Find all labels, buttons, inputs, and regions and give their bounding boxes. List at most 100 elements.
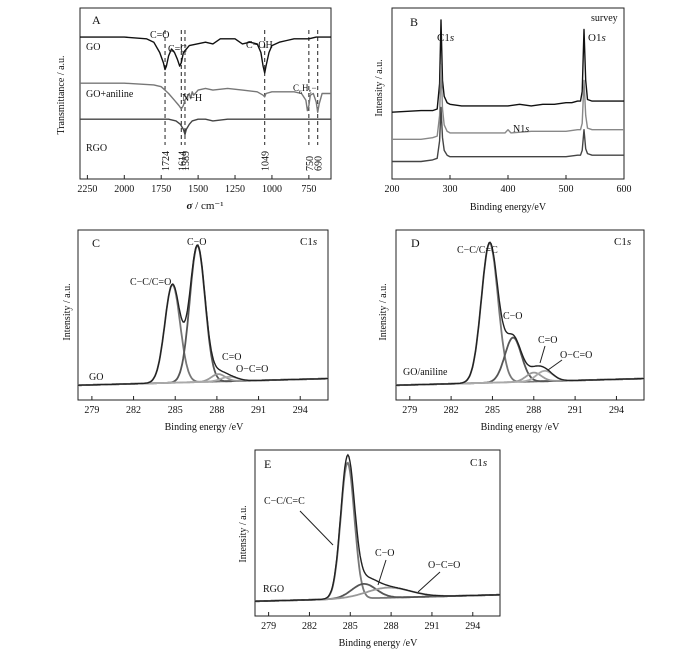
panel-e-ylabel: Intensity / a.u. (238, 505, 249, 562)
x-tick-label: 1750 (151, 184, 171, 195)
panel-b-label: B (410, 15, 418, 29)
envelope-curve (254, 453, 500, 602)
envelope-curve (395, 241, 644, 386)
annotation-phenyl: C6H5− (293, 83, 317, 96)
x-tick-label: 294 (293, 405, 308, 416)
fit-peak-curve (395, 336, 644, 387)
annotation-phenyl-dash: − (312, 83, 317, 93)
annotation-n-h: N−H (182, 93, 202, 104)
panel-e: E Intensity / a.u. Binding energy /eV C1… (238, 449, 501, 649)
panel-e-arrow-co (377, 559, 387, 586)
panel-e-xticks: 279 282 285 288 291 294 (261, 612, 480, 632)
panel-e-frame (254, 449, 501, 617)
xps-survey-curve-1 (392, 63, 624, 141)
annotation-phenyl-h: H (302, 83, 309, 93)
panel-d-peak-c-double-o: C=O (538, 335, 558, 346)
fit-peak-curve (254, 586, 500, 603)
annotation-c-oh: C−OH (246, 40, 273, 51)
panel-b-xlabel: Binding energy/eV (470, 202, 547, 213)
envelope-curve (77, 244, 328, 386)
x-tick-label: 288 (209, 405, 224, 416)
panel-e-arrow-ocdo (417, 571, 441, 593)
x-tick-label: 279 (261, 621, 276, 632)
x-tick-label: 279 (402, 405, 417, 416)
panel-e-peak-co: C−O (375, 548, 395, 559)
panel-e-xlabel: Binding energy /eV (339, 638, 418, 649)
panel-c-xticks: 279 282 285 288 291 294 (84, 396, 308, 416)
panel-d: D Intensity / a.u. Binding energy /eV C1… (378, 229, 645, 433)
panel-a-ylabel: Transmittance / a.u. (56, 55, 67, 134)
annotation-phenyl-5: 5 (309, 90, 312, 96)
x-tick-label: 1500 (188, 184, 208, 195)
panel-d-xlabel: Binding energy /eV (481, 422, 560, 433)
x-tick-label: 750 (301, 184, 316, 195)
xps-survey-curve-2 (392, 106, 624, 163)
panel-d-ylabel: Intensity / a.u. (378, 283, 389, 340)
panel-d-c1s-s: s (627, 236, 631, 248)
peak-marker-label: 1614 (177, 151, 188, 171)
panel-c-peak-co: C−O (187, 237, 207, 248)
label-n1s-main: N1 (513, 124, 525, 135)
panel-c-peak-cc: C−C/C=O (130, 277, 171, 288)
x-tick-label: 400 (501, 184, 516, 195)
ftir-curve-1 (80, 82, 331, 114)
label-n1s: N1s (513, 124, 529, 135)
panel-c-ylabel: Intensity / a.u. (62, 283, 73, 340)
panel-e-curves (254, 453, 500, 603)
annotation-phenyl-c: C (293, 83, 299, 93)
peak-marker-label: 690 (314, 156, 325, 171)
x-tick-label: 291 (424, 621, 439, 632)
x-tick-label: 282 (302, 621, 317, 632)
x-tick-label: 1000 (262, 184, 282, 195)
panel-a: A Transmittance / a.u. σ / cm⁻¹ 2250 2000… (56, 7, 332, 212)
panel-e-c1s-s: s (483, 457, 487, 469)
panel-e-arrow-cc (299, 510, 334, 546)
panel-a-xlabel-symbol: σ (186, 200, 193, 212)
peak-marker-label: 1589 (181, 151, 192, 171)
panel-c-c1s-s: s (313, 236, 317, 248)
x-tick-label: 285 (343, 621, 358, 632)
panel-e-label: E (264, 457, 271, 471)
ftir-curve-0 (80, 36, 331, 74)
x-tick-label: 600 (617, 184, 632, 195)
ftir-curve-2 (80, 118, 331, 136)
x-tick-label: 285 (168, 405, 183, 416)
xps-survey-curve-0 (391, 19, 624, 113)
label-survey: survey (591, 13, 618, 24)
x-tick-label: 2250 (77, 184, 97, 195)
panel-e-c1s: C1s (470, 457, 487, 469)
peak-marker-label: 750 (305, 156, 316, 171)
x-tick-label: 282 (126, 405, 141, 416)
panel-a-label: A (92, 13, 101, 27)
annotation-c-double-o: C=O (150, 30, 170, 41)
panel-c-xlabel: Binding energy /eV (165, 422, 244, 433)
series-label-go: GO (86, 42, 100, 53)
panel-c: C Intensity / a.u. Binding energy /eV C1… (62, 229, 329, 433)
x-tick-label: 294 (465, 621, 480, 632)
panel-d-arrow-ocdo (547, 359, 563, 371)
panel-d-sample: GO/aniline (403, 367, 448, 378)
panel-c-peak-c-double-o: C=O (222, 352, 242, 363)
panel-b-xticks: 200 300 400 500 600 (385, 175, 632, 195)
label-c1s-main: C1 (437, 32, 450, 44)
x-tick-label: 1250 (225, 184, 245, 195)
panel-c-label: C (92, 236, 100, 250)
label-c1s-s: s (450, 32, 454, 44)
fit-peak-curve (77, 244, 328, 387)
x-tick-label: 288 (384, 621, 399, 632)
annotation-c-double-c: C=C (168, 44, 187, 55)
panel-d-arrow-c-double-o (539, 345, 546, 364)
panel-a-xlabel: σ / cm⁻¹ (186, 200, 223, 212)
panel-c-c1s-main: C1 (300, 236, 313, 248)
panel-e-sample: RGO (263, 584, 284, 595)
panel-d-label: D (411, 236, 420, 250)
panel-b: B Intensity / a.u. Binding energy/eV 200… (374, 7, 632, 213)
x-tick-label: 282 (444, 405, 459, 416)
x-tick-label: 2000 (114, 184, 134, 195)
x-tick-label: 294 (609, 405, 624, 416)
x-tick-label: 279 (84, 405, 99, 416)
panel-c-frame (77, 229, 329, 401)
peak-marker-label: 1724 (161, 151, 172, 171)
